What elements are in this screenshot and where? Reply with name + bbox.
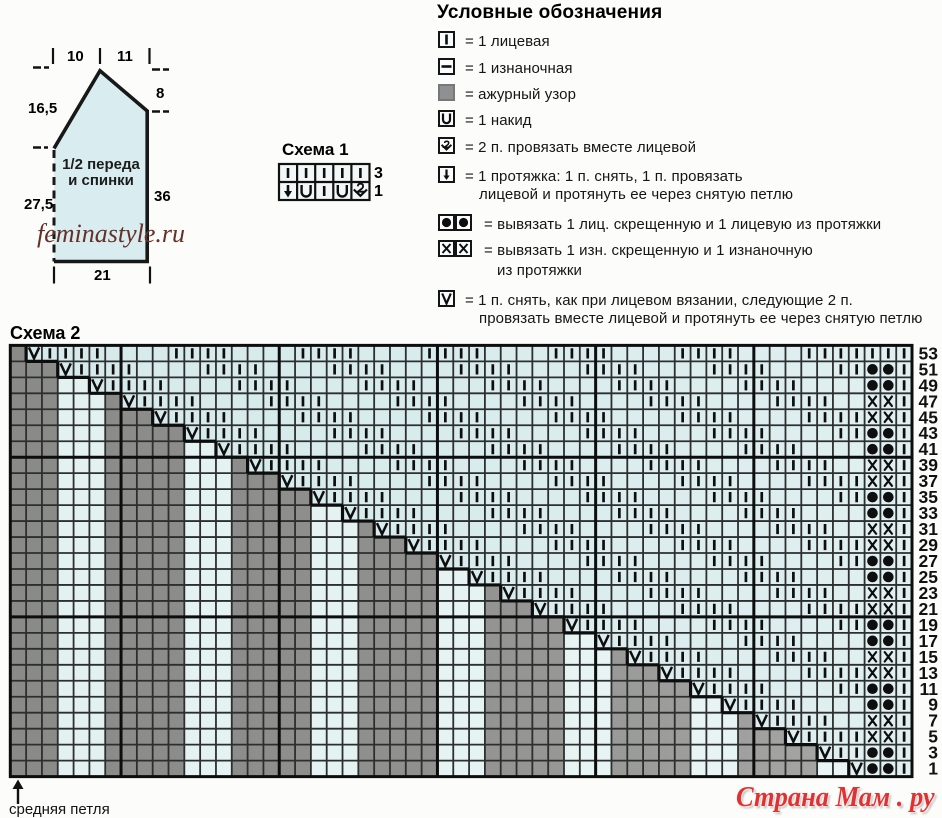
svg-text:53: 53 [919,343,939,363]
svg-text:17: 17 [919,631,938,651]
svg-text:15: 15 [919,647,939,667]
svg-text:37: 37 [919,471,938,491]
svg-text:13: 13 [919,663,939,683]
svg-text:3: 3 [928,743,938,763]
svg-text:29: 29 [919,535,939,555]
svg-text:9: 9 [928,695,938,715]
svg-text:7: 7 [928,711,938,731]
svg-text:35: 35 [919,487,939,507]
svg-text:1: 1 [928,759,938,779]
svg-text:47: 47 [919,391,938,411]
svg-text:45: 45 [919,407,939,427]
svg-text:43: 43 [919,423,939,443]
svg-text:33: 33 [919,503,939,523]
svg-text:27: 27 [919,551,938,571]
svg-text:11: 11 [920,679,939,699]
svg-text:23: 23 [919,583,939,603]
svg-text:25: 25 [919,567,939,587]
svg-text:41: 41 [919,439,939,459]
svg-text:39: 39 [919,455,939,475]
svg-text:51: 51 [919,359,939,379]
svg-text:31: 31 [919,519,939,539]
svg-text:5: 5 [928,727,938,747]
svg-text:21: 21 [919,599,939,619]
svg-text:49: 49 [919,375,939,395]
svg-text:19: 19 [919,615,939,635]
